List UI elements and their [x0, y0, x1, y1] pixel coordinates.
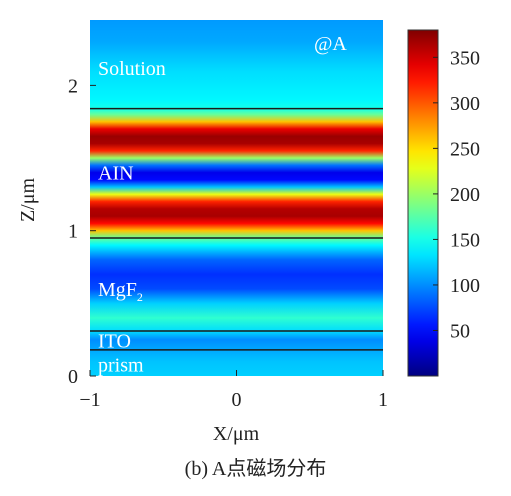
layer-label-prism: prism	[98, 354, 144, 376]
x-axis: −1 0 1	[79, 370, 388, 411]
layer-label-mgf: MgF2	[98, 279, 143, 304]
x-tick-label: 1	[378, 389, 388, 411]
layer-label-solution: Solution	[98, 58, 166, 80]
y-tick-label: 1	[68, 221, 78, 243]
y-axis-label: Z/μm	[17, 178, 39, 222]
colorbar: 50 100 150 200 250 300 350	[407, 29, 480, 377]
colorbar-tick-label: 300	[450, 93, 480, 115]
colorbar-ticks: 50 100 150 200 250 300 350	[433, 47, 480, 342]
x-tick-label: −1	[79, 389, 100, 411]
y-tick-label: 2	[68, 75, 78, 97]
layer-label-subscript: 2	[137, 290, 143, 304]
point-marker-label: @A	[314, 33, 347, 55]
colorbar-tick-label: 150	[450, 229, 480, 251]
colorbar-tick-label: 350	[450, 47, 480, 69]
layer-label-ain: AIN	[98, 163, 134, 185]
layer-label-ito: ITO	[98, 330, 131, 352]
x-tick-label: 0	[232, 389, 242, 411]
colorbar-tick-label: 250	[450, 138, 480, 160]
y-axis: 0 1 2	[68, 75, 96, 388]
field-map	[90, 20, 383, 376]
colorbar-scale	[407, 29, 439, 377]
x-axis-label: X/μm	[213, 423, 260, 445]
y-tick-label: 0	[68, 366, 78, 388]
layer-boundaries	[90, 107, 383, 351]
colorbar-tick-label: 100	[450, 275, 480, 297]
colorbar-tick-label: 50	[450, 320, 470, 342]
colorbar-tick-label: 200	[450, 184, 480, 206]
figure-caption: (b) A点磁场分布	[184, 458, 327, 480]
